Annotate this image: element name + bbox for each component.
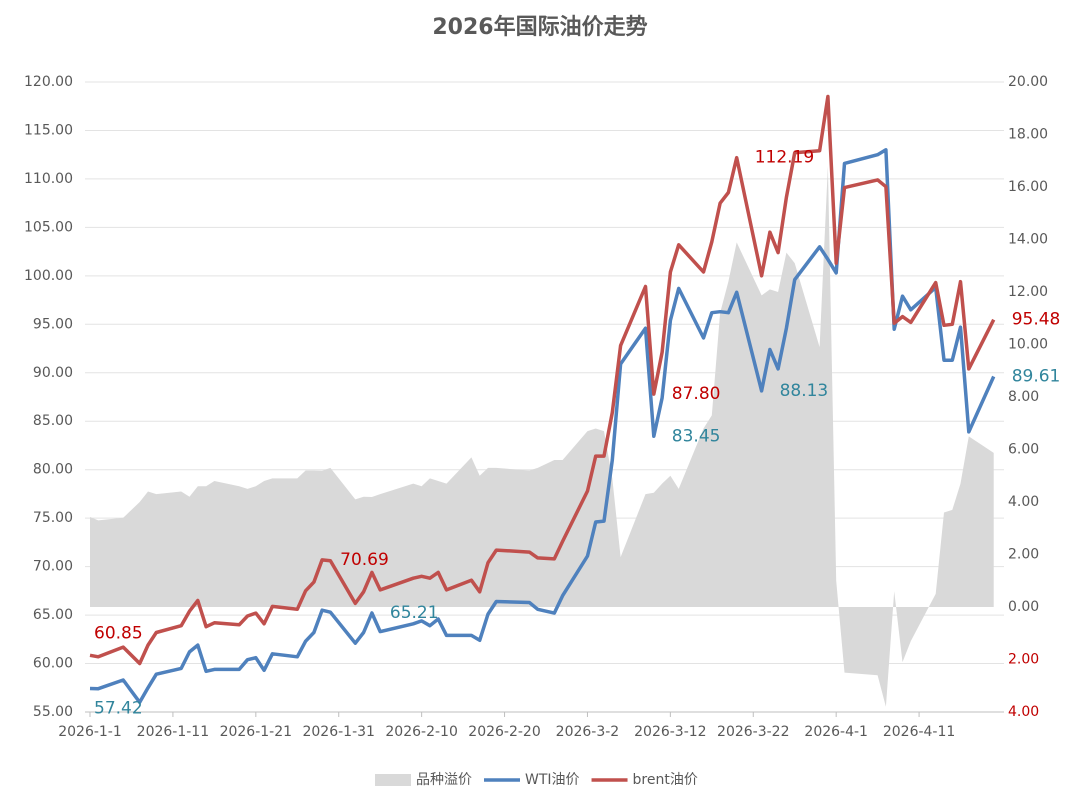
x-tick-label: 2026-1-21 — [220, 724, 292, 740]
value-label: 65.21 — [390, 603, 439, 623]
y-tick-label: 120.00 — [24, 74, 73, 90]
value-label: 70.69 — [340, 550, 389, 570]
y-tick-label: 80.00 — [33, 462, 73, 478]
x-tick-label: 2026-1-11 — [137, 724, 209, 740]
y2-tick-label: 4.00 — [1008, 494, 1039, 510]
value-label: 60.85 — [94, 623, 143, 643]
y-tick-label: 90.00 — [33, 365, 73, 381]
chart-title: 2026年国际油价走势 — [432, 14, 647, 40]
y-tick-label: 100.00 — [24, 268, 73, 284]
y2-tick-label: 20.00 — [1008, 74, 1048, 90]
y-tick-label: 65.00 — [33, 607, 73, 623]
y-tick-label: 105.00 — [24, 219, 73, 235]
y-tick-label: 95.00 — [33, 316, 73, 332]
value-label: 95.48 — [1012, 310, 1061, 330]
x-tick-label: 2026-3-2 — [556, 724, 620, 740]
y-tick-label: 55.00 — [33, 704, 73, 720]
y-tick-label: 115.00 — [24, 122, 73, 138]
y2-tick-label: 8.00 — [1008, 389, 1039, 405]
y-tick-label: 75.00 — [33, 510, 73, 526]
x-tick-label: 2026-1-31 — [302, 724, 374, 740]
y2-tick-label: 4.00 — [1008, 704, 1039, 720]
x-tick-label: 2026-2-10 — [385, 724, 457, 740]
y-tick-label: 70.00 — [33, 559, 73, 575]
y2-tick-label: 6.00 — [1008, 442, 1039, 458]
x-tick-label: 2026-1-1 — [58, 724, 122, 740]
y-tick-label: 85.00 — [33, 413, 73, 429]
value-label: 88.13 — [780, 381, 829, 401]
y-tick-label: 110.00 — [24, 171, 73, 187]
y2-tick-label: 16.00 — [1008, 179, 1048, 195]
value-label: 89.61 — [1012, 367, 1061, 387]
x-tick-label: 2026-4-11 — [883, 724, 955, 740]
y-tick-label: 60.00 — [33, 656, 73, 672]
legend-swatch — [375, 774, 411, 786]
y2-tick-label: 12.00 — [1008, 284, 1048, 300]
value-label: 87.80 — [672, 384, 721, 404]
value-label: 83.45 — [672, 426, 721, 446]
y2-tick-label: 0.00 — [1008, 599, 1039, 615]
value-label: 57.42 — [94, 699, 143, 719]
price-line — [89, 148, 996, 705]
x-tick-label: 2026-3-22 — [717, 724, 789, 740]
y2-tick-label: 2.00 — [1008, 547, 1039, 563]
price-line — [89, 94, 996, 666]
x-tick-label: 2026-4-1 — [804, 724, 868, 740]
legend-label: 品种溢价 — [416, 772, 472, 788]
x-tick-label: 2026-2-20 — [468, 724, 540, 740]
x-tick-label: 2026-3-12 — [634, 724, 706, 740]
y2-tick-label: 14.00 — [1008, 232, 1048, 248]
y2-tick-label: 10.00 — [1008, 337, 1048, 353]
y2-tick-label: 2.00 — [1008, 652, 1039, 668]
legend-label: WTI油价 — [525, 772, 580, 788]
y2-tick-label: 18.00 — [1008, 127, 1048, 143]
spread-area — [90, 166, 994, 707]
value-label: 112.19 — [755, 148, 814, 168]
legend-label: brent油价 — [633, 772, 698, 788]
